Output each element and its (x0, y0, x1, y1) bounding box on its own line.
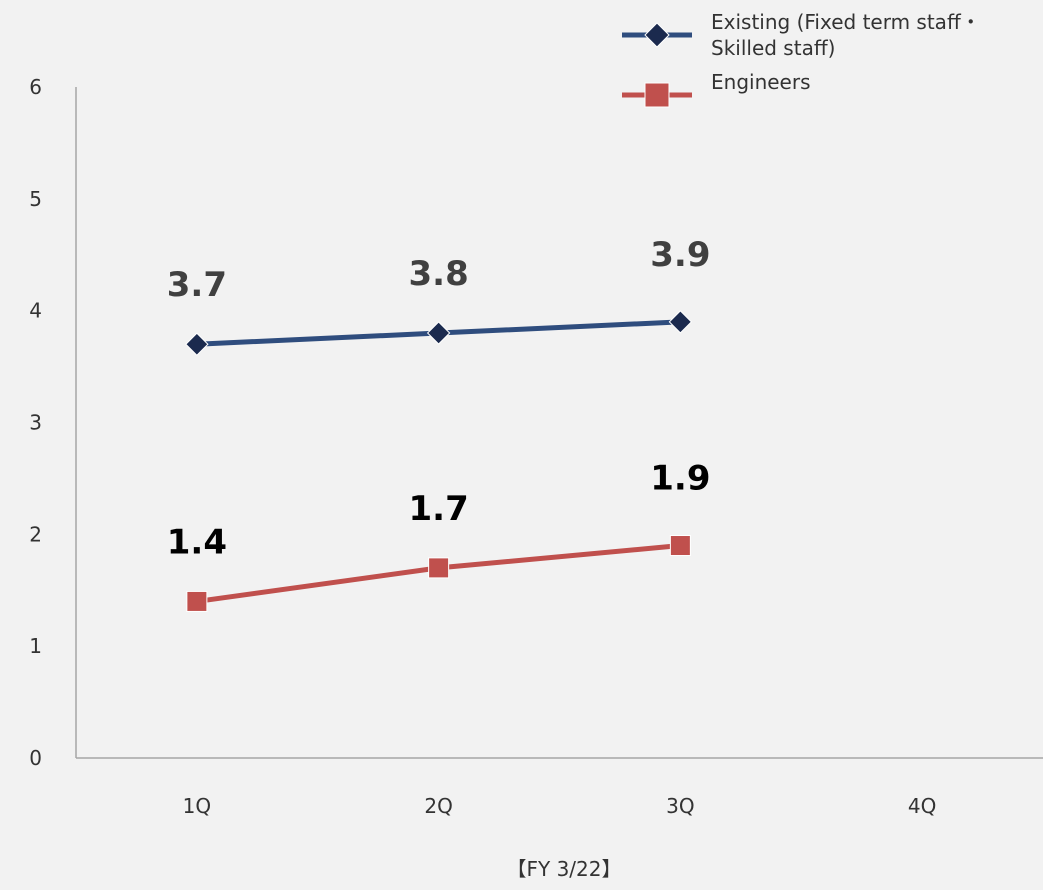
y-tick-labels: 0 1 2 3 4 5 6 (29, 75, 42, 770)
legend-label: Skilled staff) (711, 36, 835, 60)
data-point (668, 310, 693, 334)
legend-diamond-icon (644, 22, 670, 48)
x-tick-label: 3Q (666, 794, 694, 818)
legend-square-icon (644, 82, 670, 108)
data-label: 3.7 (167, 265, 227, 305)
y-tick-label: 0 (29, 746, 42, 770)
y-tick-label: 6 (29, 75, 42, 99)
series-layer (185, 310, 693, 612)
legend: Existing (Fixed term staff・Skilled staff… (622, 10, 981, 108)
data-point (428, 557, 450, 579)
legend-label: Existing (Fixed term staff・ (711, 10, 981, 34)
y-tick-label: 2 (29, 522, 42, 546)
x-tick-labels: 1Q 2Q 3Q 4Q (183, 794, 937, 818)
data-point (669, 535, 691, 557)
data-point (426, 321, 451, 345)
y-tick-label: 5 (29, 187, 42, 211)
data-label: 1.9 (650, 459, 710, 499)
data-labels: 3.7 3.8 3.9 1.4 1.7 1.9 (167, 235, 711, 563)
y-tick-label: 1 (29, 634, 42, 658)
data-label: 1.7 (409, 489, 469, 529)
data-point (186, 590, 208, 612)
data-point (185, 332, 209, 356)
x-tick-label: 1Q (183, 794, 211, 818)
x-tick-label: 2Q (424, 794, 452, 818)
axes (75, 87, 1043, 759)
legend-label: Engineers (711, 70, 811, 94)
y-tick-label: 3 (29, 411, 42, 435)
data-label: 3.8 (409, 254, 469, 294)
y-tick-label: 4 (29, 299, 42, 323)
data-label: 3.9 (650, 235, 710, 275)
x-tick-label: 4Q (908, 794, 936, 818)
data-label: 1.4 (167, 522, 227, 562)
x-axis-title: 【FY 3/22】 (507, 857, 622, 881)
